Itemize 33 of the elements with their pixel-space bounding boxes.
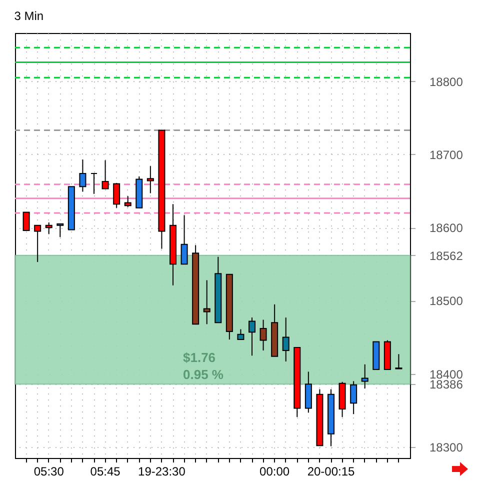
candlestick: [90, 172, 98, 194]
candlestick: [124, 196, 132, 208]
candlestick: [350, 380, 358, 415]
y-tick-label: 18800: [430, 74, 464, 89]
candlestick: [146, 166, 154, 194]
candlestick: [282, 317, 290, 362]
candlestick: [45, 222, 52, 235]
candlestick: [395, 354, 402, 370]
y-tick-label: 18300: [430, 440, 464, 455]
candlestick: [113, 182, 120, 208]
y-tick-label: 18600: [430, 221, 464, 236]
x-tick-label: 05:30: [34, 464, 64, 478]
annotation: 0.95 %: [183, 367, 224, 382]
annotation: $1.76: [183, 350, 216, 365]
y-tick-label: 18562: [430, 248, 464, 263]
candlestick: [248, 317, 256, 356]
x-tick-label: 20-00:15: [307, 464, 356, 478]
x-tick-label: 19-23:30: [138, 464, 186, 478]
candlestick: [56, 223, 64, 238]
candlestick: [180, 214, 188, 265]
candlestick: [237, 328, 244, 340]
x-tick-label: 05:45: [90, 464, 121, 478]
x-tick-label: 00:00: [260, 464, 290, 478]
chart-title: 3 Min: [14, 9, 44, 23]
candlestick: [79, 159, 86, 192]
y-tick-label: 18500: [430, 294, 464, 308]
candlestick: [361, 364, 368, 390]
candlestick: [203, 280, 210, 325]
candlestick: [34, 224, 42, 262]
candlestick: [22, 212, 30, 232]
y-tick-label: 18700: [430, 148, 464, 162]
candlestick: [102, 160, 109, 190]
candlestick: [260, 319, 267, 351]
